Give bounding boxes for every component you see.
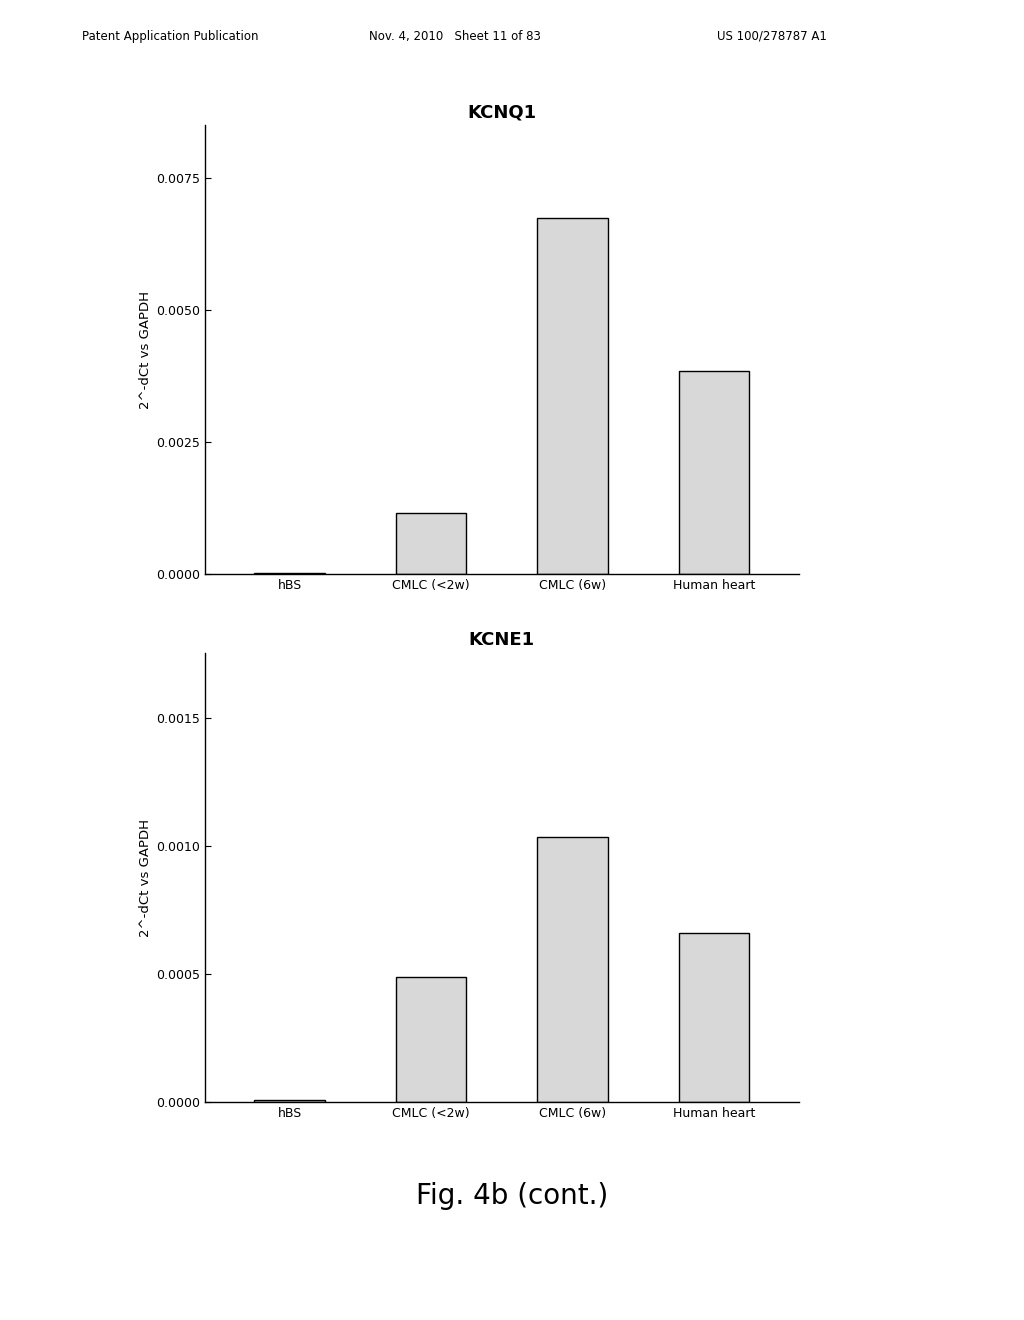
Y-axis label: 2^-dCt vs GAPDH: 2^-dCt vs GAPDH [139, 290, 152, 409]
Bar [538, 218, 608, 574]
Text: Fig. 4b (cont.): Fig. 4b (cont.) [416, 1181, 608, 1210]
Text: Patent Application Publication: Patent Application Publication [82, 29, 258, 42]
Title: KCNE1: KCNE1 [469, 631, 535, 649]
Bar [254, 1100, 325, 1102]
Y-axis label: 2^-dCt vs GAPDH: 2^-dCt vs GAPDH [139, 818, 152, 937]
Bar [395, 977, 466, 1102]
Bar [679, 933, 750, 1102]
Bar [679, 371, 750, 574]
Text: US 100/278787 A1: US 100/278787 A1 [717, 29, 826, 42]
Bar [395, 513, 466, 574]
Text: Nov. 4, 2010   Sheet 11 of 83: Nov. 4, 2010 Sheet 11 of 83 [369, 29, 541, 42]
Title: KCNQ1: KCNQ1 [467, 103, 537, 121]
Bar [254, 573, 325, 574]
Bar [538, 837, 608, 1102]
